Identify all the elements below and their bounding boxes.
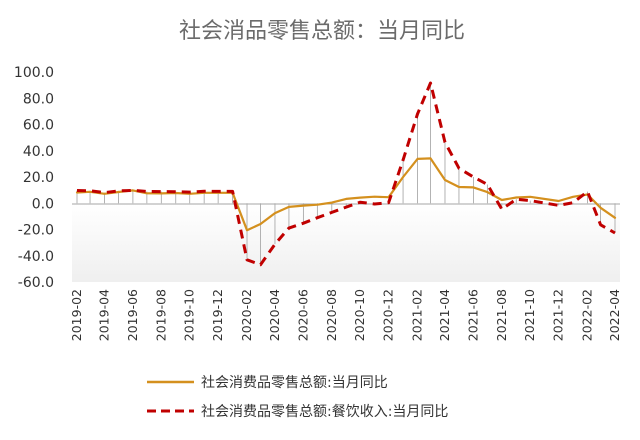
- x-tick-label: 2022-04: [607, 289, 622, 341]
- x-tick-label: 2021-06: [465, 289, 480, 341]
- y-tick-label: 40.0: [23, 144, 54, 160]
- series-lines: [75, 81, 617, 267]
- x-tick-label: 2019-10: [182, 289, 197, 341]
- x-tick-label: 2020-06: [295, 289, 310, 341]
- y-tick-label: -40.0: [18, 249, 54, 265]
- y-tick-label: 20.0: [23, 170, 54, 186]
- plot-background: [72, 204, 620, 282]
- x-tick-label: 2020-10: [352, 289, 367, 341]
- x-tick-label: 2022-02: [580, 289, 595, 341]
- series-line-retail: [75, 157, 617, 232]
- chart-title: 社会消品零售总额：当月同比: [179, 19, 465, 44]
- y-tick-label: 80.0: [23, 91, 54, 107]
- x-tick-label: 2019-12: [210, 289, 225, 341]
- x-axis: 2019-02 2019-04 2019-06 2019-08 2019-10 2019-…: [69, 289, 622, 341]
- y-tick-label: -60.0: [18, 275, 54, 291]
- x-tick-label: 2020-12: [381, 289, 396, 341]
- y-tick-label: 60.0: [23, 118, 54, 134]
- x-tick-label: 2019-06: [125, 289, 140, 341]
- legend-label-retail: 社会消费品零售总额:当月同比: [201, 375, 388, 391]
- y-tick-label: 0.0: [32, 196, 54, 212]
- y-tick-label: 100.0: [14, 65, 54, 81]
- x-tick-label: 2021-08: [494, 289, 509, 341]
- x-tick-label: 2021-12: [551, 289, 566, 341]
- legend: 社会消费品零售总额:当月同比 社会消费品零售总额:餐饮收入:当月同比: [147, 375, 448, 420]
- x-tick-label: 2021-10: [522, 289, 537, 341]
- legend-label-catering: 社会消费品零售总额:餐饮收入:当月同比: [201, 404, 448, 420]
- x-tick-label: 2021-04: [437, 289, 452, 341]
- x-tick-label: 2019-08: [153, 289, 168, 341]
- y-tick-label: -20.0: [18, 223, 54, 239]
- x-tick-label: 2019-04: [96, 289, 111, 341]
- x-tick-label: 2020-02: [239, 289, 254, 341]
- x-tick-label: 2019-02: [69, 289, 84, 341]
- x-tick-label: 2021-02: [410, 289, 425, 341]
- x-tick-label: 2020-08: [324, 289, 339, 341]
- y-axis: 100.0 80.0 60.0 40.0 20.0 0.0 -20.0 -40.0 -60.0: [14, 65, 54, 291]
- x-tick-label: 2020-04: [267, 289, 282, 341]
